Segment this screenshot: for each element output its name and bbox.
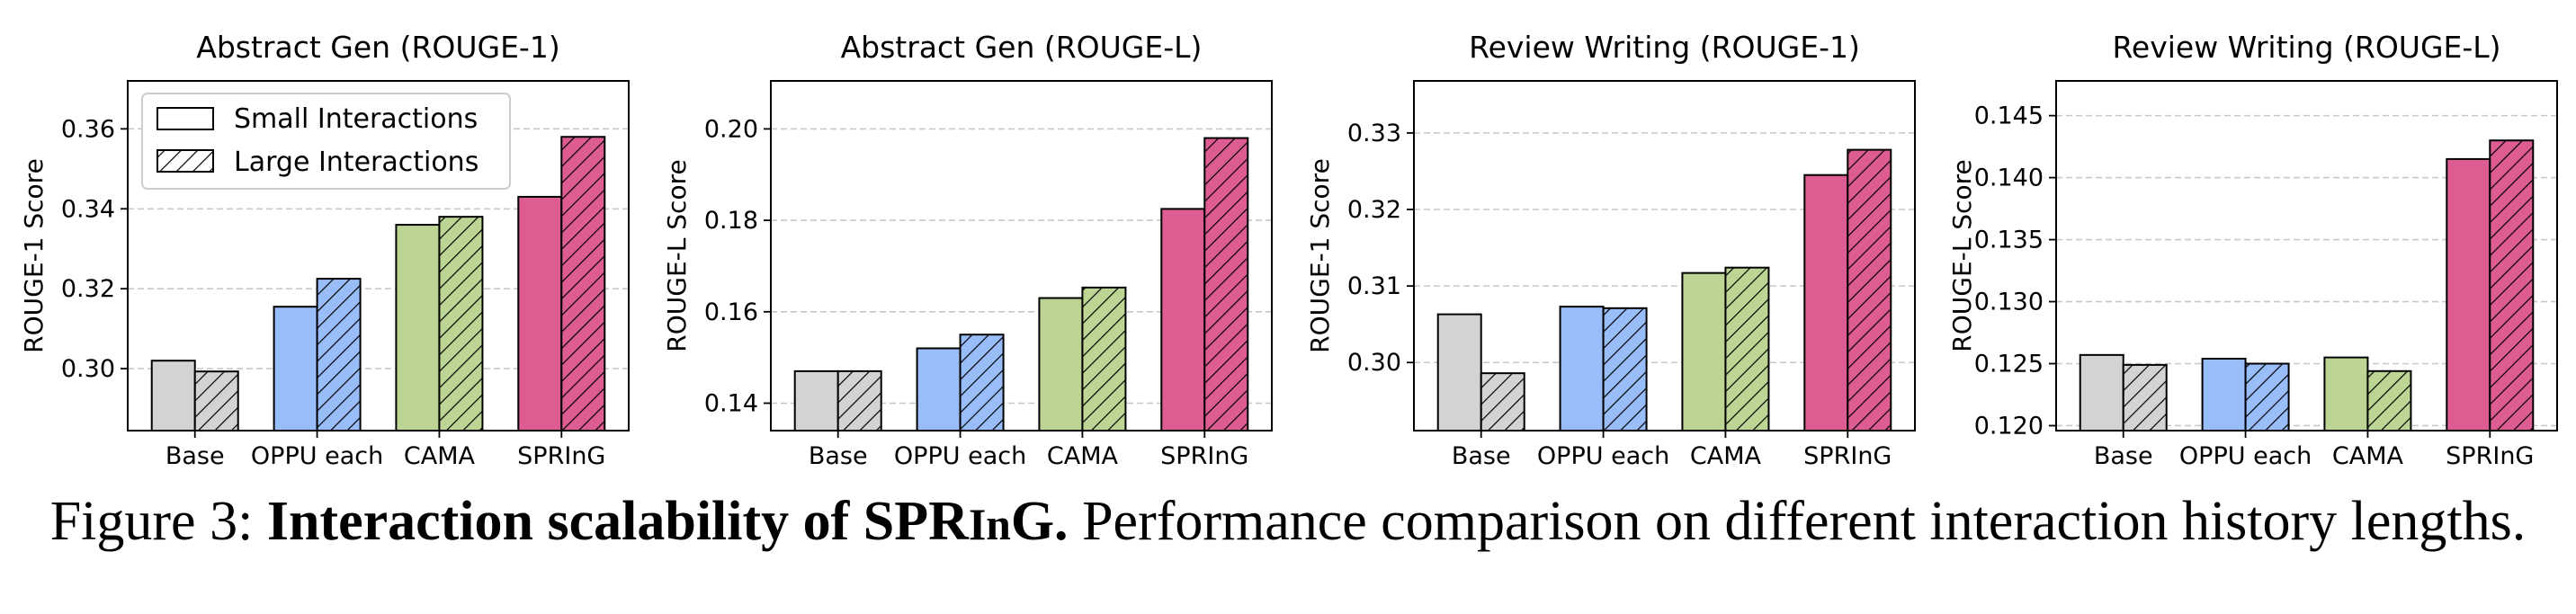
legend-label-large: Large Interactions — [234, 147, 479, 178]
chart-panels: 0.30 0.32 0.34 0.36 Base OPPU each CAMA SPRInG A… — [19, 30, 2558, 470]
bar-hatch — [317, 279, 361, 431]
bar-small — [2323, 356, 2369, 432]
caption-bold-smallcaps: In — [968, 500, 1011, 549]
y-tick-label: 0.16 — [704, 298, 758, 326]
y-tick-label: 0.36 — [61, 115, 115, 143]
x-tick-label: OPPU each — [1537, 442, 1669, 470]
bar-hatch — [1725, 267, 1769, 431]
chart-panel-2: 0.14 0.16 0.18 0.20 Base OPPU each CAMA SPRInG A… — [662, 30, 1273, 470]
bar-small — [2446, 157, 2491, 432]
caption-bold-main: Interaction scalability of SPR — [266, 491, 969, 552]
x-tick-label: CAMA — [1690, 442, 1762, 470]
x-tick-label: CAMA — [404, 442, 476, 470]
bar-small — [2079, 353, 2124, 432]
bar-hatch — [2490, 140, 2534, 431]
bar-hatch — [2367, 370, 2411, 431]
caption-prefix: Figure 3: — [49, 491, 267, 552]
bar-hatch — [1480, 373, 1525, 431]
bar-small — [150, 360, 196, 432]
y-tick-label: 0.130 — [1974, 289, 2044, 316]
bar-small — [1160, 208, 1206, 432]
bar-small — [395, 224, 441, 432]
x-tick-label: SPRInG — [517, 442, 605, 470]
bar-small — [793, 369, 839, 432]
bar-hatch — [837, 370, 881, 431]
x-tick-label: OPPU each — [894, 442, 1026, 470]
y-tick-label: 0.20 — [704, 115, 758, 143]
bar-hatch — [2245, 363, 2289, 431]
y-tick-label: 0.32 — [1347, 196, 1401, 224]
caption-bold-title: Interaction scalability of SPRInG. — [267, 491, 1069, 552]
x-tick-label: Base — [809, 442, 868, 470]
x-tick-label: SPRInG — [1160, 442, 1248, 470]
y-tick-label: 0.33 — [1347, 120, 1401, 147]
chart-title: Review Writing (ROUGE-1) — [1469, 30, 1860, 65]
bar-hatch — [2123, 364, 2167, 431]
y-tick-label: 0.30 — [61, 355, 115, 383]
legend-frame — [141, 93, 511, 190]
y-tick-label: 0.145 — [1974, 102, 2044, 130]
x-tick-label: SPRInG — [2446, 442, 2534, 470]
caption-bold-tail: G. — [1010, 491, 1069, 552]
bar-hatch — [1847, 149, 1892, 431]
y-tick-label: 0.14 — [704, 389, 758, 417]
x-tick-label: Base — [1452, 442, 1511, 470]
y-axis-label: ROUGE-1 Score — [1305, 158, 1335, 353]
bar-small — [517, 195, 563, 432]
figure-caption: Figure 3: Interaction scalability of SPR… — [0, 490, 2576, 554]
x-tick-label: Base — [2094, 442, 2153, 470]
bar-small — [1559, 306, 1605, 432]
x-tick-label: SPRInG — [1803, 442, 1892, 470]
plot-frame — [2055, 80, 2558, 432]
y-tick-label: 0.30 — [1347, 349, 1401, 377]
chart-panel-4: 0.120 0.125 0.130 0.135 0.140 0.145 Base OPPU e… — [1947, 30, 2558, 470]
bar-hatch — [960, 334, 1004, 431]
bar-small — [2201, 357, 2247, 432]
figure: 0.30 0.32 0.34 0.36 Base OPPU each CAMA SPRInG A… — [19, 30, 2558, 470]
legend-swatch-large — [157, 149, 214, 173]
x-tick-label: Base — [165, 442, 225, 470]
bar-small — [273, 306, 318, 432]
legend: Small Interactions Large Interactions — [141, 93, 511, 190]
bar-hatch — [561, 137, 605, 432]
y-tick-label: 0.32 — [61, 275, 115, 303]
y-axis-label: ROUGE-L Score — [662, 159, 692, 351]
y-tick-label: 0.34 — [61, 195, 115, 223]
legend-label-small: Small Interactions — [234, 103, 478, 135]
chart-panel-1: 0.30 0.32 0.34 0.36 Base OPPU each CAMA SPRInG A… — [19, 30, 630, 470]
y-tick-label: 0.125 — [1974, 351, 2044, 378]
bar-hatch — [439, 217, 483, 431]
bar-small — [1038, 297, 1084, 432]
y-tick-label: 0.120 — [1974, 412, 2044, 440]
y-axis-label: ROUGE-1 Score — [19, 158, 49, 353]
bar-small — [1681, 271, 1727, 432]
chart-title: Abstract Gen (ROUGE-L) — [841, 30, 1203, 65]
bar-small — [916, 347, 962, 432]
legend-swatch-small — [157, 107, 214, 130]
x-tick-label: CAMA — [2332, 442, 2404, 470]
bar-hatch — [194, 371, 238, 431]
x-tick-label: OPPU each — [251, 442, 383, 470]
y-axis-label: ROUGE-L Score — [1947, 159, 1977, 351]
caption-rest: Performance comparison on different inte… — [1068, 491, 2527, 552]
bar-small — [1436, 313, 1482, 432]
bar-hatch — [1082, 287, 1126, 431]
plot-frame — [770, 80, 1273, 432]
bar-small — [1803, 174, 1849, 432]
y-tick-label: 0.135 — [1974, 227, 2044, 254]
bar-hatch — [1204, 138, 1248, 432]
x-tick-label: CAMA — [1047, 442, 1119, 470]
plot-frame — [1413, 80, 1916, 432]
x-tick-label: OPPU each — [2179, 442, 2312, 470]
chart-title: Abstract Gen (ROUGE-1) — [196, 30, 559, 65]
y-tick-label: 0.31 — [1347, 272, 1401, 300]
y-tick-label: 0.140 — [1974, 165, 2044, 192]
bar-hatch — [1603, 307, 1647, 431]
chart-title: Review Writing (ROUGE-L) — [2112, 30, 2500, 65]
plot-frame — [127, 80, 630, 432]
y-tick-label: 0.18 — [704, 207, 758, 235]
chart-panel-3: 0.30 0.31 0.32 0.33 Base OPPU each CAMA SPRInG R… — [1305, 30, 1916, 470]
